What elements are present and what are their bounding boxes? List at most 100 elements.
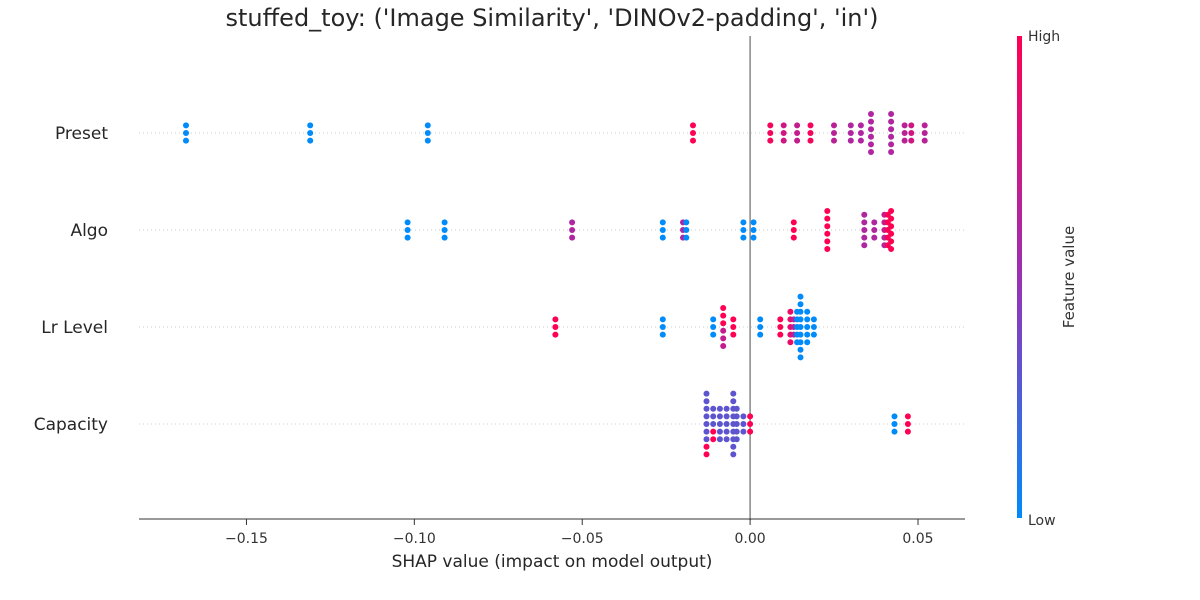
shap-point [797, 339, 804, 346]
shap-point [757, 324, 764, 330]
shap-point [183, 137, 189, 144]
shap-point [703, 398, 710, 405]
shap-point [569, 227, 576, 233]
shap-point [824, 223, 831, 230]
shap-point [901, 137, 908, 144]
shap-point [807, 122, 814, 129]
shap-point [901, 122, 908, 129]
shap-point [767, 137, 774, 144]
x-tick-label: 0.05 [902, 531, 933, 547]
shap-point [740, 234, 747, 241]
shap-point [710, 413, 717, 420]
shap-point [804, 331, 811, 338]
shap-point [868, 118, 874, 125]
shap-point [824, 238, 831, 245]
shap-point [730, 316, 737, 323]
shap-point [904, 421, 911, 427]
shap-point [720, 327, 727, 334]
shap-point [404, 219, 411, 226]
shap-point [888, 238, 895, 245]
shap-point [861, 234, 868, 241]
shap-point [703, 451, 710, 458]
shap-point [659, 324, 666, 330]
shap-point [831, 137, 837, 144]
shap-point [723, 405, 730, 412]
shap-point [891, 421, 898, 427]
shap-point [659, 219, 666, 226]
shap-point [804, 324, 811, 330]
shap-point [307, 137, 314, 144]
x-tick-label: 0.00 [735, 531, 766, 547]
shap-point [797, 346, 804, 353]
shap-point [720, 312, 727, 319]
shap-point [441, 227, 448, 233]
shap-point [569, 219, 576, 226]
shap-point [921, 137, 928, 144]
shap-point [804, 316, 811, 323]
colorbar [1017, 36, 1022, 518]
shap-point [908, 122, 915, 129]
shap-point [659, 331, 666, 338]
shap-point [733, 428, 740, 435]
shap-point [901, 130, 908, 136]
shap-point [703, 405, 710, 412]
shap-point [747, 421, 754, 427]
shap-point [552, 316, 559, 323]
x-tick-label: −0.10 [393, 531, 436, 547]
shap-point [716, 421, 723, 427]
shap-point [730, 451, 737, 458]
shap-point [780, 137, 787, 144]
shap-point [871, 219, 878, 226]
shap-point [807, 137, 814, 144]
shap-point [703, 413, 710, 420]
shap-point [847, 122, 854, 129]
shap-point [804, 339, 811, 346]
shap-point [767, 122, 774, 129]
shap-point [569, 234, 576, 241]
shap-point [703, 421, 710, 427]
shap-point [888, 111, 895, 117]
feature-label: Algo [70, 221, 108, 241]
feature-labels: Preset Algo Lr Level Capacity [34, 124, 109, 435]
feature-label: Capacity [34, 415, 108, 435]
shap-point [703, 428, 710, 435]
x-tick-label: −0.15 [225, 531, 268, 547]
shap-point [810, 324, 817, 330]
shap-point [690, 130, 696, 136]
shap-point [857, 122, 864, 129]
shap-point [716, 428, 723, 435]
shap-point [747, 428, 754, 435]
shap-point [888, 208, 895, 214]
shap-point [723, 421, 730, 427]
shap-point [824, 215, 831, 222]
shap-point [777, 331, 784, 338]
shap-point [750, 219, 757, 226]
shap-point [888, 215, 895, 222]
shap-point [733, 413, 740, 420]
shap-point [790, 234, 797, 241]
shap-point [780, 122, 787, 129]
shap-point [861, 227, 868, 233]
shap-point [908, 130, 915, 136]
shap-point [904, 413, 911, 420]
shap-point [888, 223, 895, 230]
shap-point [750, 227, 757, 233]
shap-point [552, 324, 559, 330]
shap-point [730, 443, 737, 450]
shap-point [757, 316, 764, 323]
shap-point [703, 390, 710, 397]
shap-point [831, 122, 837, 129]
shap-point [710, 436, 717, 443]
shap-point [794, 137, 801, 144]
data-points [183, 111, 928, 458]
shap-point [683, 227, 690, 233]
shap-point [921, 122, 928, 129]
shap-point [777, 324, 784, 330]
shap-point [404, 227, 411, 233]
shap-point [723, 413, 730, 420]
shap-point [740, 219, 747, 226]
shap-point [747, 413, 754, 420]
shap-point [861, 242, 868, 249]
shap-point [690, 122, 696, 129]
shap-point [710, 421, 717, 427]
